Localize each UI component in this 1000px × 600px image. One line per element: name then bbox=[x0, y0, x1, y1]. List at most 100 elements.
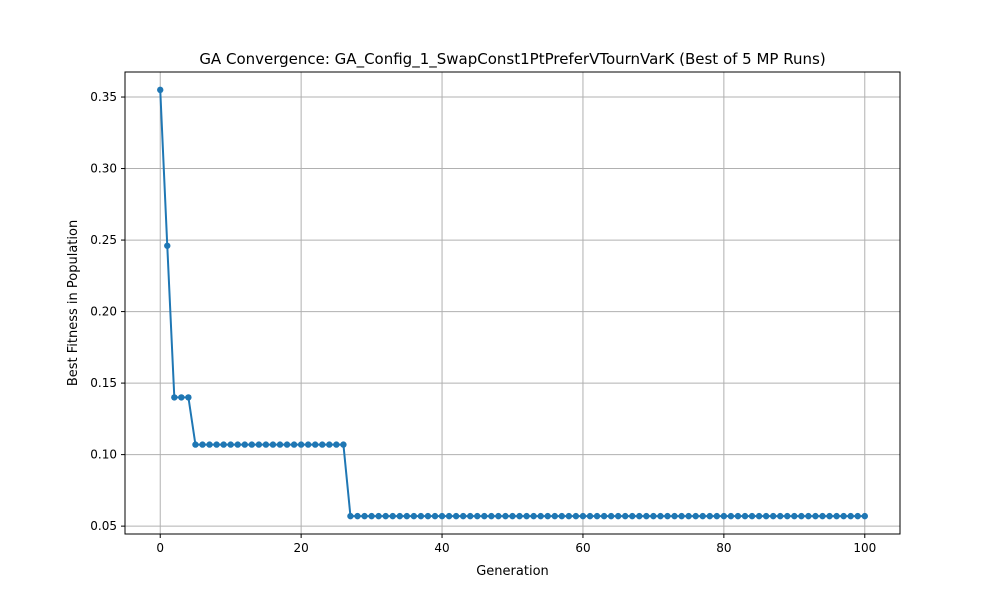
y-tick-label: 0.25 bbox=[90, 233, 117, 247]
data-point bbox=[333, 441, 340, 448]
data-point bbox=[354, 512, 361, 520]
data-point bbox=[586, 512, 594, 520]
data-point bbox=[643, 512, 650, 520]
data-point bbox=[671, 512, 678, 520]
y-tick-label: 0.35 bbox=[90, 90, 117, 104]
data-point bbox=[614, 512, 622, 520]
x-axis-label: Generation bbox=[476, 564, 549, 579]
data-point bbox=[431, 512, 439, 520]
data-point bbox=[410, 512, 418, 520]
data-point bbox=[600, 512, 608, 520]
data-point bbox=[269, 441, 277, 448]
data-point bbox=[579, 512, 587, 520]
data-point bbox=[178, 394, 185, 401]
data-point bbox=[720, 512, 728, 520]
x-tick-label: 40 bbox=[434, 541, 449, 555]
data-point bbox=[664, 512, 671, 520]
data-point bbox=[685, 512, 692, 520]
data-point bbox=[706, 512, 713, 520]
series-line-layer bbox=[159, 89, 865, 518]
data-point bbox=[361, 512, 368, 520]
data-point bbox=[255, 441, 263, 448]
data-point bbox=[403, 512, 411, 520]
data-point bbox=[452, 512, 460, 520]
data-point bbox=[304, 441, 312, 448]
data-point bbox=[396, 512, 403, 520]
chart-title: GA Convergence: GA_Config_1_SwapConst1Pt… bbox=[199, 50, 825, 69]
data-point bbox=[467, 512, 474, 520]
data-point bbox=[347, 512, 354, 520]
data-point bbox=[481, 512, 488, 520]
data-point bbox=[375, 512, 382, 520]
data-point bbox=[523, 512, 530, 520]
data-point bbox=[791, 512, 798, 520]
grid-layer bbox=[125, 72, 900, 534]
data-point bbox=[516, 512, 523, 520]
data-point bbox=[699, 512, 706, 520]
data-point bbox=[241, 441, 248, 448]
data-point bbox=[417, 512, 425, 520]
data-point bbox=[474, 512, 481, 520]
data-point bbox=[734, 512, 742, 520]
data-point bbox=[502, 512, 509, 520]
data-point bbox=[164, 242, 171, 249]
data-point bbox=[692, 512, 699, 520]
x-tick-label: 60 bbox=[575, 541, 590, 555]
data-point bbox=[495, 512, 502, 520]
data-point bbox=[382, 512, 389, 520]
data-point bbox=[227, 441, 234, 448]
data-point bbox=[650, 512, 657, 520]
data-point bbox=[657, 512, 664, 520]
x-tick-label: 80 bbox=[716, 541, 731, 555]
y-tick-label: 0.15 bbox=[90, 376, 117, 390]
data-point bbox=[488, 512, 495, 520]
data-point bbox=[389, 512, 396, 520]
y-tick-label: 0.05 bbox=[90, 519, 117, 533]
data-point bbox=[509, 512, 516, 520]
data-point bbox=[326, 441, 333, 448]
y-axis-label: Best Fitness in Population bbox=[66, 220, 81, 386]
data-point bbox=[551, 512, 558, 520]
x-tick-label: 100 bbox=[853, 541, 876, 555]
data-point bbox=[798, 512, 805, 520]
data-point bbox=[199, 441, 206, 448]
data-point bbox=[826, 512, 833, 520]
data-point bbox=[833, 512, 840, 520]
data-point bbox=[157, 86, 164, 94]
data-point bbox=[558, 512, 566, 520]
y-tick-label: 0.10 bbox=[90, 448, 117, 462]
data-point bbox=[424, 512, 432, 520]
data-point bbox=[234, 441, 241, 448]
data-point bbox=[840, 512, 847, 520]
data-point bbox=[213, 441, 220, 448]
plot-frame bbox=[124, 71, 901, 535]
data-point bbox=[777, 512, 784, 520]
data-point bbox=[784, 512, 791, 520]
data-point bbox=[248, 441, 256, 448]
data-point bbox=[678, 512, 685, 520]
data-point bbox=[593, 512, 601, 520]
data-point bbox=[171, 394, 178, 401]
data-point bbox=[459, 512, 467, 520]
data-point bbox=[861, 512, 868, 520]
data-point bbox=[276, 441, 284, 448]
data-point bbox=[727, 512, 735, 520]
x-tick-label: 20 bbox=[293, 541, 308, 555]
data-point bbox=[530, 512, 537, 520]
data-point bbox=[748, 512, 756, 520]
ticks-layer: 0 20 40 60 80 100 0.05 0.10 0.15 0.20 0.25 0.30 0.35 bbox=[90, 90, 876, 555]
y-tick-label: 0.20 bbox=[90, 305, 117, 319]
data-point bbox=[805, 512, 812, 520]
data-point bbox=[755, 512, 763, 520]
data-point bbox=[629, 512, 636, 520]
data-point bbox=[565, 512, 573, 520]
data-point bbox=[544, 512, 551, 520]
data-point bbox=[262, 441, 270, 448]
data-point bbox=[185, 394, 192, 401]
data-point bbox=[572, 512, 580, 520]
data-point bbox=[290, 441, 298, 448]
data-point bbox=[622, 512, 629, 520]
data-points-layer bbox=[157, 86, 868, 520]
y-tick-label: 0.30 bbox=[90, 162, 117, 176]
fitness-line bbox=[159, 89, 865, 518]
